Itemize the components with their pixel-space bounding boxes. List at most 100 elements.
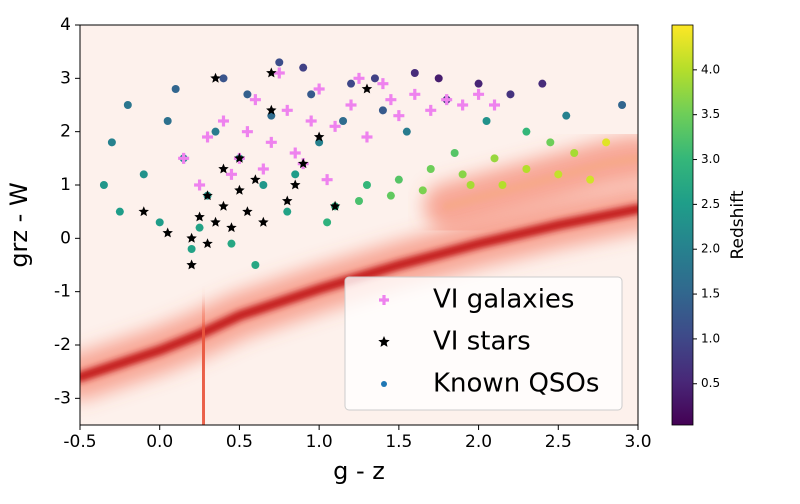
galaxy-point	[241, 126, 253, 138]
y-axis-label: grz - W	[5, 182, 33, 267]
qso-point	[618, 101, 627, 109]
qso-point	[370, 74, 379, 83]
qso-point	[315, 138, 324, 147]
galaxy-point	[194, 179, 206, 191]
legend-label: VI galaxies	[433, 285, 574, 315]
galaxy-point	[353, 72, 365, 84]
galaxy-point	[202, 131, 214, 143]
y-tick-label: 3	[60, 68, 71, 88]
qso-point	[450, 149, 459, 157]
x-tick-label: -0.5	[63, 432, 96, 452]
qso-point	[251, 261, 260, 269]
star-point	[186, 259, 197, 270]
galaxy-point	[361, 131, 373, 143]
qso-point	[506, 90, 515, 99]
qso-point	[211, 127, 220, 136]
qso-point	[187, 245, 196, 253]
star-point	[258, 216, 269, 227]
x-tick-label: 0.5	[226, 432, 253, 452]
star-point	[290, 179, 301, 190]
qso-point	[259, 181, 268, 189]
qso-point	[410, 69, 419, 77]
y-tick-label: -1	[54, 282, 71, 302]
colorbar-tick-label: 2.0	[701, 242, 720, 256]
qso-point	[299, 63, 308, 72]
galaxy-point	[305, 115, 317, 127]
density-ridge	[198, 325, 209, 425]
galaxy-point	[457, 99, 469, 111]
star-point	[234, 184, 245, 195]
qso-point	[386, 191, 395, 200]
galaxy-point	[217, 115, 229, 127]
galaxy-point	[257, 163, 269, 175]
colorbar-tick-label: 3.5	[701, 107, 720, 121]
legend-marker	[381, 381, 387, 387]
galaxy-point	[425, 104, 437, 116]
galaxy-point	[345, 99, 357, 111]
qso-point	[498, 181, 507, 189]
density-ridge	[80, 204, 638, 382]
colorbar-tick-label: 1.5	[701, 287, 720, 301]
qso-point	[562, 111, 571, 120]
colorbar-tick-label: 3.0	[701, 152, 720, 166]
qso-point	[586, 175, 595, 184]
star-point	[313, 131, 325, 142]
star-point	[242, 206, 253, 217]
x-tick-label: 2.5	[545, 432, 572, 452]
galaxy-point	[273, 67, 285, 79]
qso-point	[99, 181, 108, 189]
qso-point	[378, 106, 387, 115]
x-tick-label: 0.0	[146, 432, 173, 452]
galaxy-point	[489, 99, 501, 111]
qso-point	[123, 101, 132, 109]
qso-point	[482, 117, 491, 125]
star-point	[298, 158, 309, 169]
x-tick-label: 3.0	[624, 432, 651, 452]
points-layer	[99, 58, 627, 270]
galaxy-point	[473, 88, 485, 100]
galaxy-point	[313, 83, 325, 95]
galaxy-point	[289, 147, 301, 159]
star-point	[266, 104, 277, 115]
qso-point	[522, 127, 531, 136]
x-tick-label: 2.0	[465, 432, 492, 452]
star-point	[194, 211, 205, 222]
colorbar-tick-label: 4.0	[701, 62, 720, 76]
qso-point	[434, 74, 443, 83]
star-point	[266, 67, 277, 78]
qso-point	[323, 218, 332, 227]
galaxy-point	[409, 88, 421, 100]
galaxy-point	[321, 174, 333, 186]
star-point	[218, 163, 229, 174]
galaxy-point	[281, 104, 293, 116]
star-point	[234, 152, 245, 163]
qso-point	[418, 186, 427, 195]
colorbar-label: Redshift	[728, 190, 748, 259]
galaxy-point	[385, 94, 397, 106]
qso-point	[490, 154, 499, 163]
legend-marker	[378, 336, 390, 347]
galaxy-point	[178, 152, 190, 164]
galaxy-point	[377, 78, 389, 90]
legend: VI galaxies VI stars Known QSOs	[344, 276, 623, 411]
density-ridge	[442, 154, 638, 211]
qso-point	[602, 138, 611, 147]
qso-point	[339, 117, 348, 125]
galaxy-point	[441, 94, 453, 106]
qso-point	[155, 218, 164, 227]
star-point	[202, 190, 213, 201]
qso-point	[227, 239, 236, 248]
x-tick-label: 1.0	[306, 432, 333, 452]
colorbar-tick-label: 1.0	[701, 331, 720, 345]
qso-point	[546, 138, 555, 147]
qso-point	[163, 117, 172, 125]
qso-point	[267, 111, 276, 120]
qso-point	[394, 175, 403, 184]
qso-point	[570, 149, 579, 157]
qso-point	[107, 138, 116, 147]
qso-point	[139, 170, 148, 179]
qso-point	[283, 207, 292, 216]
galaxy-point	[329, 120, 341, 132]
colorbar-tick-label: 0.5	[701, 376, 720, 390]
